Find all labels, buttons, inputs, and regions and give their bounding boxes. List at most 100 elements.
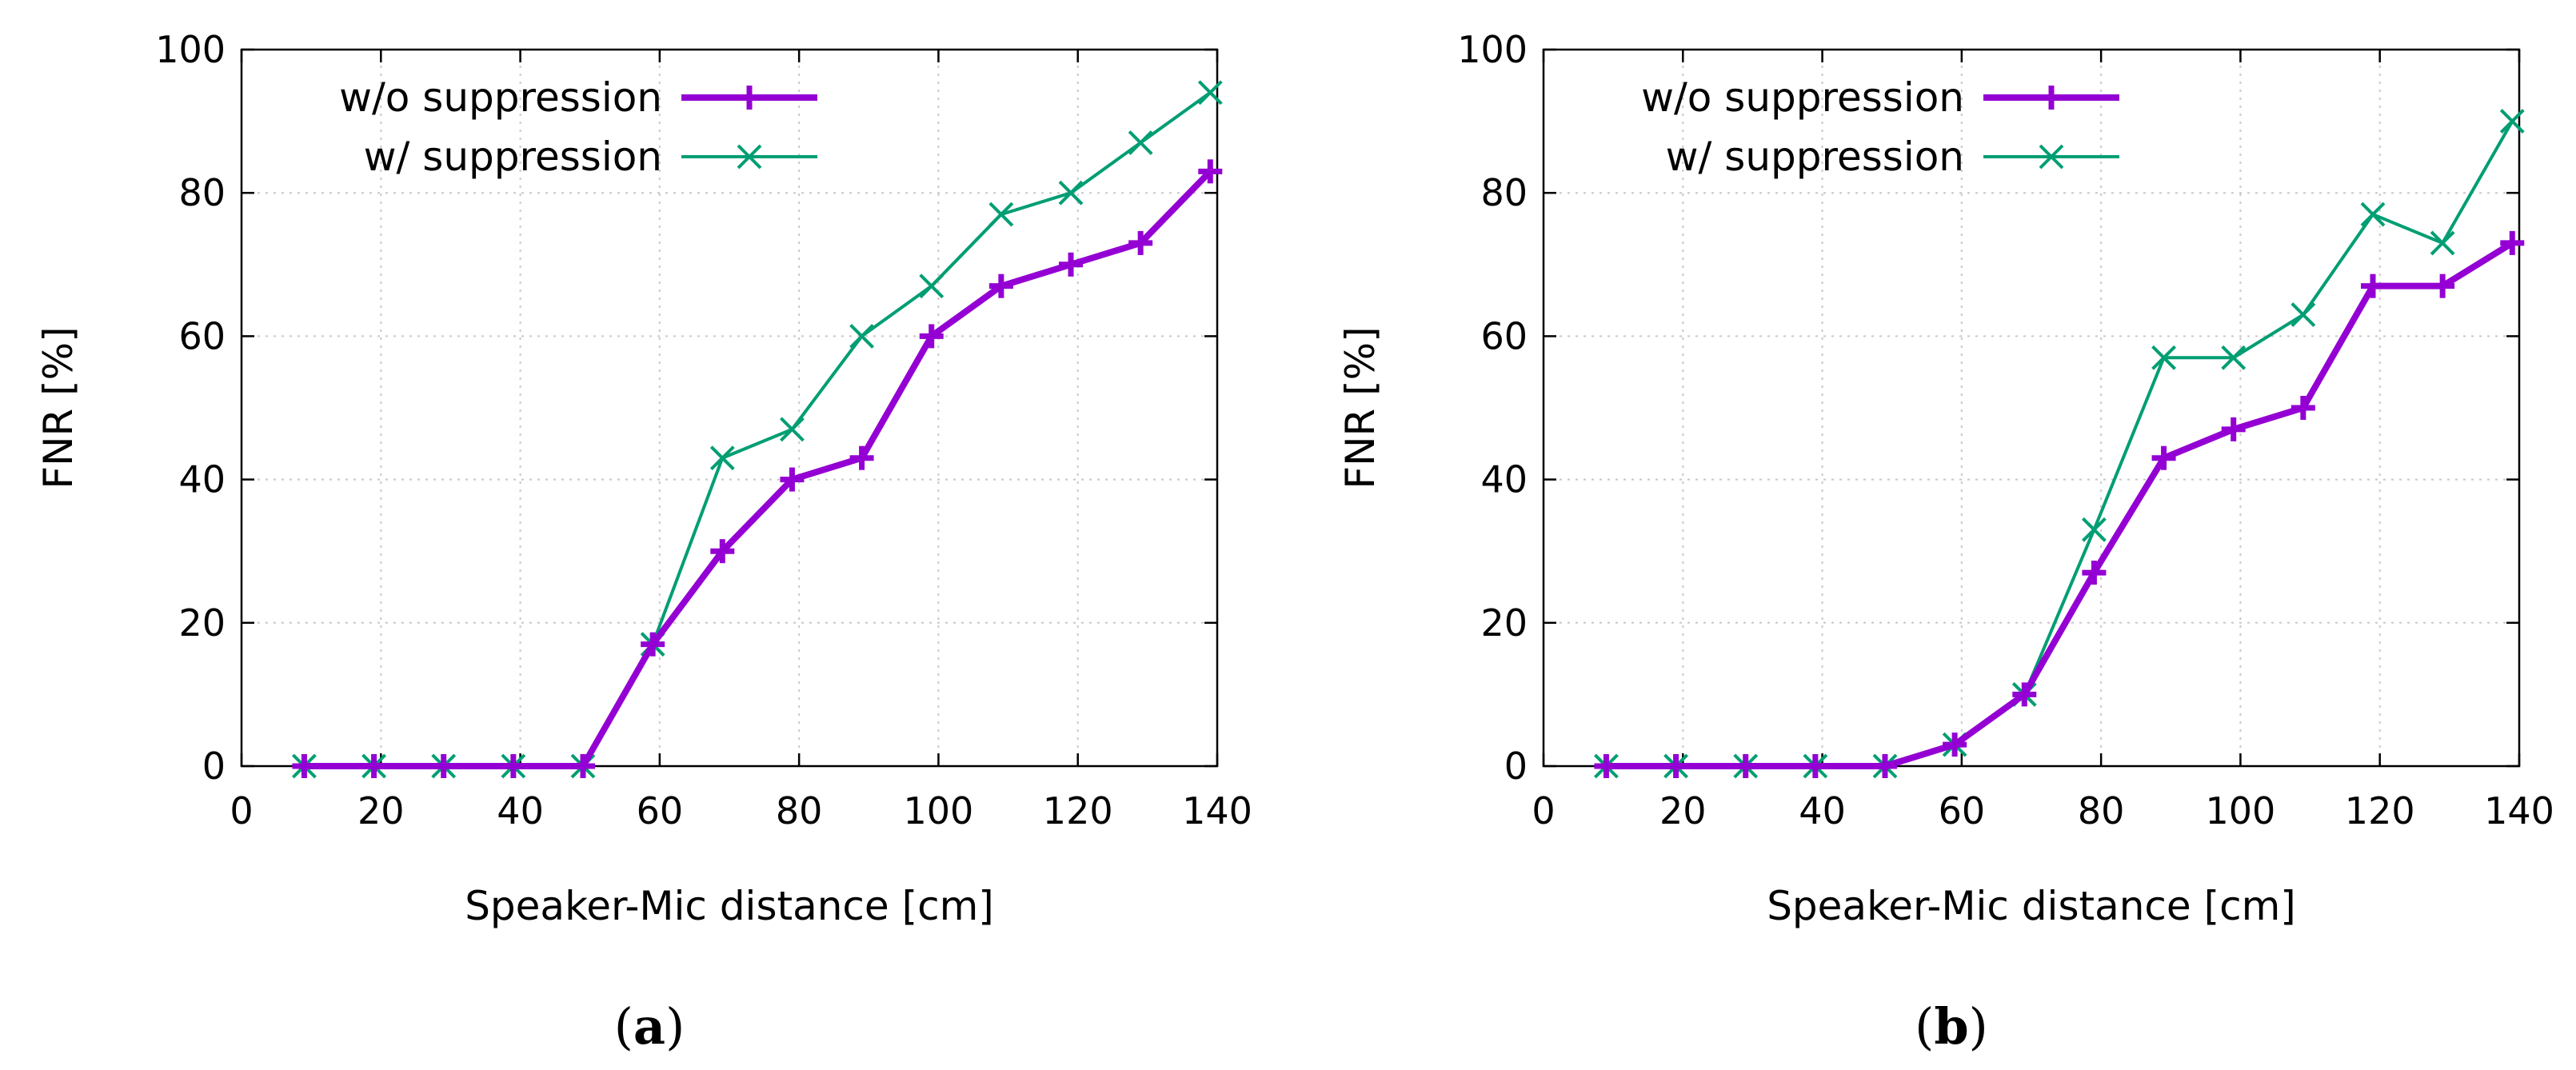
data-point-s0-13 [2500, 230, 2525, 255]
y-tick-label: 0 [1504, 745, 1528, 788]
data-point-s1-11 [1058, 180, 1084, 206]
x-axis-title: Speaker-Mic distance [cm] [1767, 883, 2296, 929]
data-point-s1-7 [780, 417, 805, 442]
series-line-0 [304, 169, 1213, 769]
data-point-s1-10 [988, 202, 1014, 227]
data-point-s0-1 [1663, 754, 1688, 778]
data-point-s0-2 [1733, 754, 1758, 778]
data-point-s0-7 [780, 467, 805, 492]
data-point-s0-10 [988, 273, 1013, 298]
x-tick-label: 40 [497, 789, 544, 832]
data-point-s1-10-d2 [2290, 302, 2316, 327]
x-tick-label: 140 [2484, 789, 2554, 832]
data-point-s0-8 [2151, 445, 2176, 470]
y-tick-label: 60 [178, 314, 226, 357]
data-point-s0-0 [292, 754, 317, 778]
data-point-s0-3 [1803, 754, 1827, 778]
y-tick-label: 0 [202, 745, 226, 788]
caption-close-paren: ) [665, 997, 685, 1056]
x-tick-label: 80 [776, 789, 823, 832]
x-tick-label: 20 [357, 789, 405, 832]
legend-marker-0 [737, 86, 761, 110]
data-point-s0-3 [501, 754, 525, 778]
data-point-s0-4 [1873, 754, 1897, 778]
data-point-s1-9-d2 [919, 273, 945, 299]
data-point-s1-8 [849, 323, 874, 349]
series-line-0 [1606, 240, 2514, 769]
data-point-s1-12-d2 [1128, 130, 1153, 155]
data-point-s0-0 [1594, 754, 1619, 778]
data-point-s0-11 [1059, 252, 1083, 277]
data-point-s1-13 [1197, 80, 1223, 106]
data-point-s0-12 [1128, 230, 1153, 255]
plot-frame [1542, 48, 2521, 768]
panel-caption: (b) [1915, 997, 1988, 1056]
data-point-s0-12 [2430, 273, 2455, 298]
data-point-s1-11-d2 [2360, 202, 2386, 227]
data-point-s1-11-d2 [1058, 180, 1084, 206]
data-point-s1-7 [2082, 517, 2107, 542]
y-tick-label: 20 [178, 601, 226, 645]
legend-label-0: w/o suppression [339, 74, 662, 121]
data-point-s1-12-d2 [2430, 230, 2455, 256]
y-tick-label: 20 [1480, 601, 1528, 645]
caption-letter: b [1934, 997, 1968, 1056]
data-point-s1-6 [709, 445, 735, 471]
data-point-s0-13 [1198, 159, 1223, 184]
panel-caption: (a) [614, 997, 685, 1056]
data-point-s1-7-d2 [2082, 517, 2107, 542]
y-tick-label: 80 [178, 171, 226, 214]
data-point-s0-5 [1943, 733, 1967, 757]
legend-marker-1-d2 [2039, 144, 2064, 170]
data-point-s1-6-d2 [709, 445, 735, 471]
data-point-s0-1 [361, 754, 386, 778]
legend-marker-1-d2 [737, 144, 762, 170]
caption-letter: a [633, 997, 665, 1056]
x-tick-label: 140 [1182, 789, 1252, 832]
data-point-s0-7 [2082, 561, 2107, 585]
y-tick-label: 40 [1480, 458, 1528, 501]
chart-panel-b: 0 20 40 60 80 100 0 20 40 60 80 100 120 140 Speaker-Mi… [1337, 28, 2554, 1056]
data-point-s1-9-d2 [2221, 345, 2247, 370]
legend-marker-1 [737, 144, 762, 170]
caption-open-paren: ( [614, 997, 633, 1056]
legend-marker-1 [2039, 144, 2064, 170]
chart-panel-a: 0 20 40 60 80 100 0 20 40 60 80 100 120 140 Speaker-Mi… [35, 28, 1252, 1056]
data-point-s0-11 [2361, 273, 2385, 298]
data-point-s0-9 [2221, 417, 2246, 441]
data-point-s0-6 [710, 539, 735, 564]
data-point-s1-8 [2151, 345, 2176, 370]
x-tick-label: 0 [1532, 789, 1555, 832]
y-tick-label: 100 [1457, 28, 1528, 71]
legend-label-1: w/ suppression [1666, 134, 1964, 180]
data-point-s1-13-d2 [1197, 80, 1223, 106]
caption-open-paren: ( [1915, 997, 1934, 1056]
y-tick-label: 100 [155, 28, 226, 71]
x-tick-label: 100 [904, 789, 974, 832]
x-tick-label: 60 [1939, 789, 1986, 832]
data-point-s0-9 [919, 324, 944, 349]
legend-label-1: w/ suppression [364, 134, 662, 180]
data-point-s1-10-d2 [988, 202, 1014, 227]
y-tick-label: 60 [1480, 314, 1528, 357]
x-tick-label: 120 [2345, 789, 2415, 832]
data-point-s1-12 [2430, 230, 2455, 256]
data-point-s1-13 [2499, 109, 2525, 134]
y-axis-title: FNR [%] [35, 326, 82, 489]
data-point-s1-10 [2290, 302, 2316, 327]
data-point-s0-6 [2012, 682, 2037, 707]
x-tick-label: 100 [2206, 789, 2276, 832]
legend-marker-0 [2039, 86, 2063, 110]
data-point-s0-4 [571, 754, 595, 778]
data-point-s1-11 [2360, 202, 2386, 227]
data-point-s1-9 [919, 273, 945, 299]
data-point-s0-2 [431, 754, 456, 778]
x-axis-title: Speaker-Mic distance [cm] [465, 883, 994, 929]
y-tick-label: 40 [178, 458, 226, 501]
x-tick-label: 0 [230, 789, 253, 832]
x-tick-label: 80 [2078, 789, 2125, 832]
data-point-s1-9 [2221, 345, 2247, 370]
data-point-s1-7-d2 [780, 417, 805, 442]
